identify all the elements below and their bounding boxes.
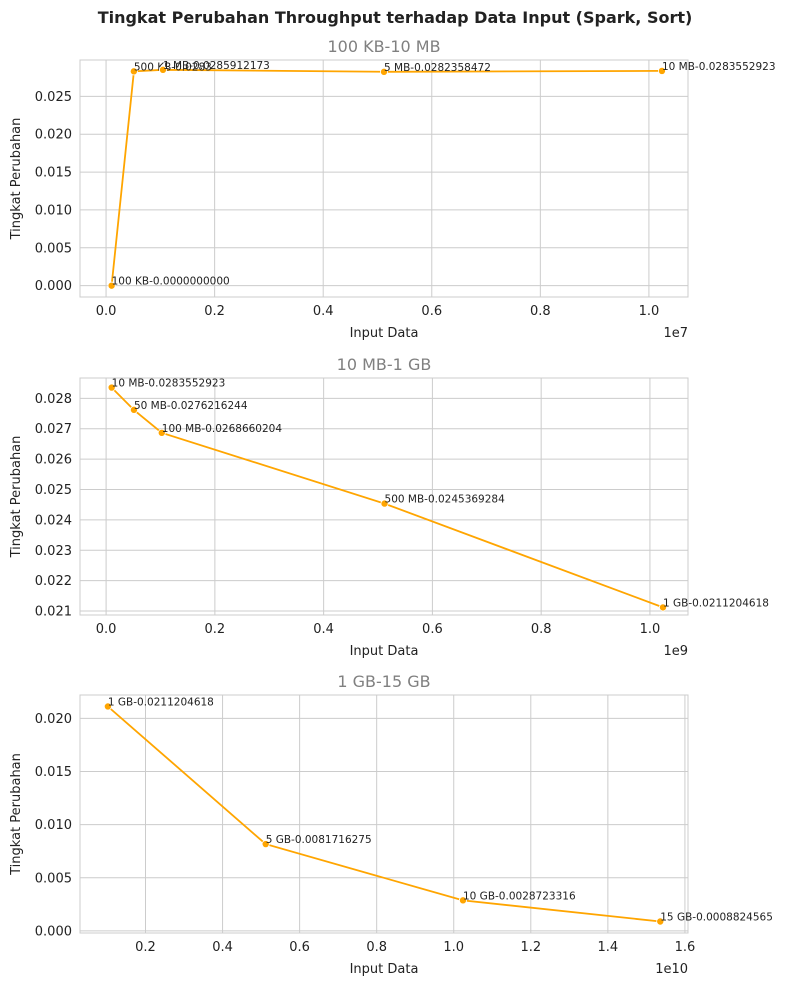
y-tick-label: 0.020	[35, 128, 72, 143]
x-offset-label: 1e10	[655, 962, 688, 977]
y-tick-label: 0.000	[35, 924, 72, 939]
y-axis-label: Tingkat Perubahan	[9, 436, 24, 559]
series-line	[110, 68, 662, 286]
x-tick-label: 1.0	[640, 622, 661, 637]
x-offset-label: 1e9	[663, 644, 688, 659]
x-axis-label: Input Data	[350, 962, 419, 977]
y-axis-label: Tingkat Perubahan	[9, 753, 24, 876]
y-tick-label: 0.023	[35, 544, 72, 559]
x-tick-label: 0.8	[531, 622, 552, 637]
y-tick-label: 0.022	[35, 574, 72, 589]
y-tick-label: 0.028	[35, 392, 72, 407]
y-tick-label: 0.021	[35, 605, 72, 620]
data-point	[129, 405, 138, 414]
data-label: 15 GB-0.0008824565	[660, 911, 773, 923]
data-point	[158, 65, 167, 74]
data-label: 10 GB-0.0028723316	[463, 890, 576, 902]
data-label: 10 MB-0.0283552923	[112, 378, 226, 390]
chart-panel-1: 0.0 0.2 0.4 0.6 0.8 1.0 0.000 0.005 0.010 0.015 0.…	[9, 37, 776, 341]
x-tick-label: 0.2	[204, 304, 225, 319]
data-point	[107, 383, 116, 392]
data-point	[261, 840, 270, 849]
y-tick-label: 0.015	[35, 166, 72, 181]
axes-frame	[79, 59, 689, 298]
data-label: 1 MB-0.0285912173	[163, 60, 270, 72]
y-tick-label: 0.000	[35, 279, 72, 294]
data-point	[458, 896, 467, 905]
x-tick-label: 0.0	[96, 622, 117, 637]
data-point	[656, 917, 665, 926]
chart-panel-3: 0.2 0.4 0.6 0.8 1.0 1.2 1.4 1.6 0.000 0.005 0.010 0…	[9, 672, 773, 977]
y-axis-label: Tingkat Perubahan	[9, 118, 24, 241]
y-tick-label: 0.020	[35, 712, 72, 727]
y-tick-label: 0.024	[35, 513, 72, 528]
subplot-title: 10 MB-1 GB	[337, 355, 432, 374]
data-label: 500 MB-0.0245369284	[385, 494, 506, 506]
x-tick-label: 0.8	[366, 940, 387, 955]
y-tick-label: 0.025	[35, 483, 72, 498]
y-tick-label: 0.025	[35, 90, 72, 105]
x-tick-label: 0.6	[289, 940, 310, 955]
data-point	[107, 281, 116, 290]
x-tick-label: 0.4	[212, 940, 233, 955]
x-tick-label: 0.0	[96, 304, 117, 319]
axes-frame	[79, 694, 689, 934]
x-tick-label: 0.8	[530, 304, 551, 319]
y-tick-label: 0.026	[35, 453, 72, 468]
x-axis-label: Input Data	[350, 644, 419, 659]
y-tick-label: 0.005	[35, 241, 72, 256]
x-tick-label: 0.6	[421, 304, 442, 319]
y-tick-label: 0.027	[35, 422, 72, 437]
data-label: 5 MB-0.0282358472	[384, 62, 491, 74]
subplot-title: 100 KB-10 MB	[327, 37, 440, 56]
subplot-title: 1 GB-15 GB	[337, 672, 430, 691]
x-tick-label: 1.6	[675, 940, 696, 955]
data-label: 5 GB-0.0081716275	[266, 834, 372, 846]
data-point	[380, 499, 389, 508]
x-offset-label: 1e7	[663, 326, 688, 341]
x-axis-label: Input Data	[350, 326, 419, 341]
data-label: 50 MB-0.0276216244	[134, 400, 248, 412]
x-tick-label: 0.4	[313, 304, 334, 319]
y-tick-label: 0.005	[35, 871, 72, 886]
data-label: 1 GB-0.0211204618	[108, 696, 214, 708]
axes-frame	[79, 377, 689, 616]
x-tick-label: 0.2	[135, 940, 156, 955]
data-label: 500 KB-0.0283	[134, 61, 212, 73]
data-point	[129, 67, 138, 76]
data-point	[103, 702, 112, 711]
y-tick-label: 0.010	[35, 203, 72, 218]
data-point	[379, 67, 388, 76]
data-label: 100 MB-0.0268660204	[162, 423, 283, 435]
data-label: 100 KB-0.0000000000	[112, 276, 230, 288]
x-tick-label: 0.6	[422, 622, 443, 637]
data-label: 1 GB-0.0211204618	[663, 597, 769, 609]
y-tick-label: 0.015	[35, 765, 72, 780]
data-label: 10 MB-0.0283552923	[662, 61, 776, 73]
chart-panel-2: 0.0 0.2 0.4 0.6 0.8 1.0 0.021 0.022 0.023 0.024 0.…	[9, 355, 769, 659]
x-tick-label: 1.0	[443, 940, 464, 955]
x-tick-label: 0.4	[313, 622, 334, 637]
y-tick-label: 0.010	[35, 818, 72, 833]
x-tick-label: 1.0	[639, 304, 660, 319]
figure-title: Tingkat Perubahan Throughput terhadap Da…	[97, 8, 693, 27]
data-point	[657, 66, 666, 75]
x-tick-label: 1.4	[598, 940, 619, 955]
data-point	[658, 603, 667, 612]
x-tick-label: 1.2	[520, 940, 541, 955]
data-point	[157, 428, 166, 437]
series-line	[107, 705, 661, 923]
x-tick-label: 0.2	[205, 622, 226, 637]
